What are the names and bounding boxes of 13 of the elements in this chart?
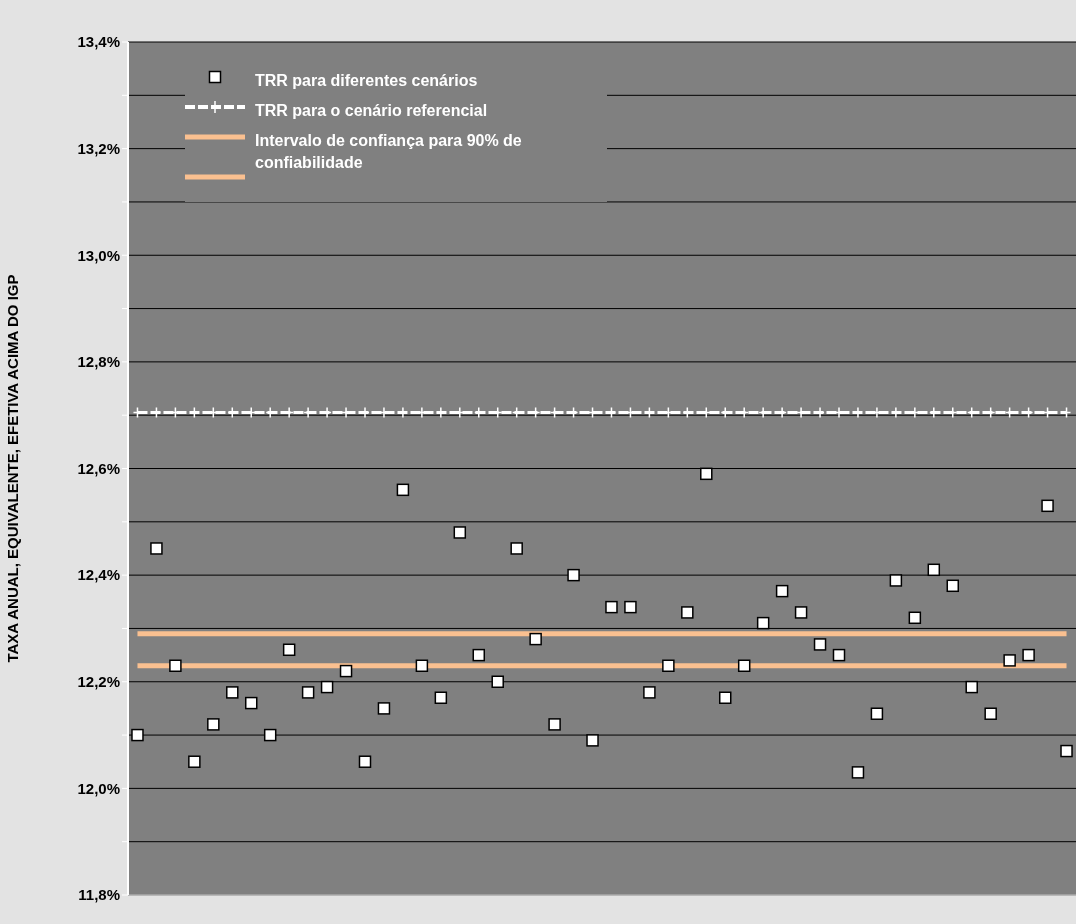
legend-label: TRR para o cenário referencial xyxy=(255,101,489,121)
y-tick-label: 12,0% xyxy=(77,779,120,797)
y-tick-label: 12,2% xyxy=(77,673,120,691)
legend-label: Intervalo de confiança para 90% de confiabilidade xyxy=(255,131,523,173)
y-tick-label: 12,6% xyxy=(77,459,120,477)
y-tick-label: 12,8% xyxy=(77,353,120,371)
y-tick-label: 13,4% xyxy=(77,33,120,51)
y-tick-label: 11,8% xyxy=(78,886,120,904)
y-axis-title: TAXA ANUAL, EQUIVALENTE, EFETIVA ACIMA DO IGP xyxy=(4,274,22,663)
legend-label: TRR para diferentes cenários xyxy=(255,71,479,91)
y-tick-label: 13,2% xyxy=(77,139,120,157)
y-tick-label: 12,4% xyxy=(77,566,120,584)
y-tick-label: 13,0% xyxy=(77,246,120,264)
